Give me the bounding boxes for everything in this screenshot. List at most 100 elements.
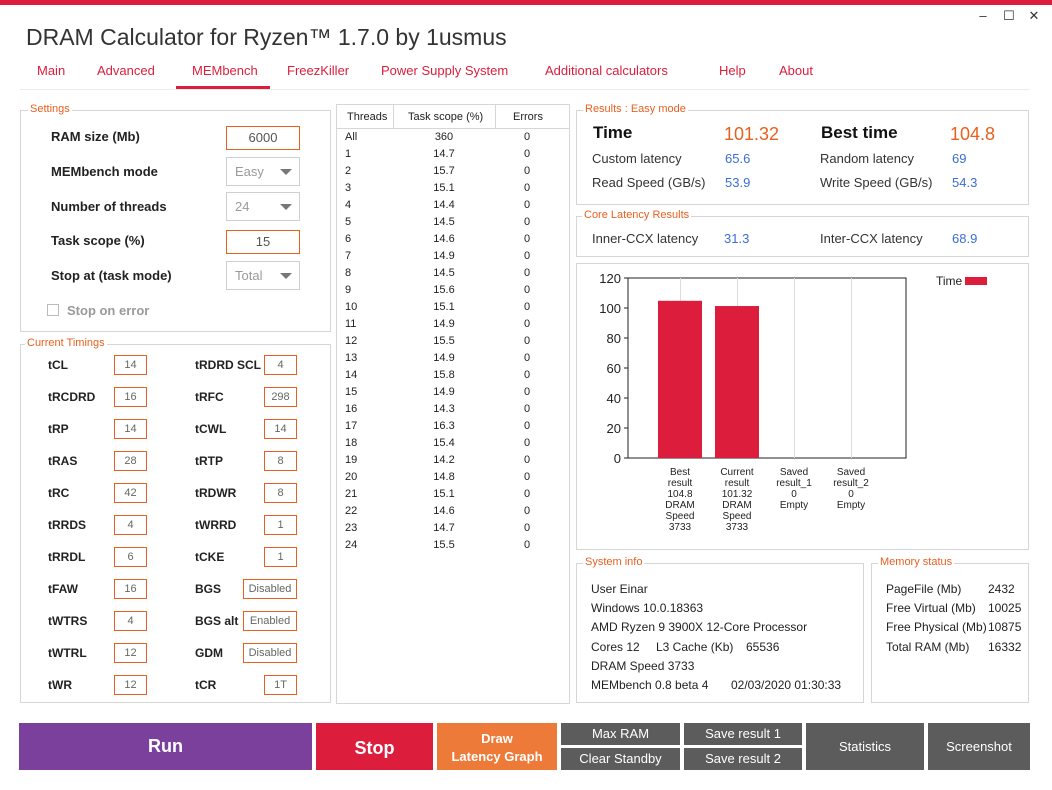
threads-label: Number of threads bbox=[51, 199, 167, 214]
thread-cell: 7 bbox=[345, 250, 352, 262]
table-row: 2 15.7 0 bbox=[337, 163, 569, 180]
scope-cell: 15.5 bbox=[433, 335, 455, 347]
timings-group-label: Current Timings bbox=[25, 337, 107, 349]
threads-table bbox=[336, 104, 570, 704]
memory-pagefile-value: 2432 bbox=[988, 582, 1015, 596]
errors-cell: 0 bbox=[523, 454, 531, 466]
tab-help[interactable]: Help bbox=[719, 63, 746, 78]
errors-cell: 0 bbox=[523, 505, 531, 517]
errors-cell: 0 bbox=[523, 301, 531, 313]
thread-cell: 23 bbox=[345, 522, 358, 534]
table-row: 5 14.5 0 bbox=[337, 214, 569, 231]
legend-swatch bbox=[965, 277, 987, 285]
task-scope-input[interactable]: 15 bbox=[226, 230, 300, 254]
timing-twrrd-label: tWRRD bbox=[195, 518, 237, 532]
run-button[interactable]: Run bbox=[19, 723, 312, 770]
membench-mode-select[interactable]: Easy bbox=[226, 157, 300, 186]
table-row: 9 15.6 0 bbox=[337, 282, 569, 299]
tab-main[interactable]: Main bbox=[37, 63, 66, 78]
x-category-label: Saved bbox=[780, 467, 808, 478]
screenshot-button[interactable]: Screenshot bbox=[928, 723, 1030, 770]
maximize-icon[interactable]: ☐ bbox=[1003, 8, 1015, 23]
thread-cell: 10 bbox=[345, 301, 358, 313]
header-underline bbox=[336, 128, 570, 129]
header-errors: Errors bbox=[513, 111, 543, 123]
tab-freezkiller[interactable]: FreezKiller bbox=[287, 63, 350, 78]
timing-tcr-label: tCR bbox=[195, 678, 217, 692]
tab-additional-calculators[interactable]: Additional calculators bbox=[545, 63, 668, 78]
scope-cell: 14.5 bbox=[433, 267, 455, 279]
scope-cell: 14.5 bbox=[433, 216, 455, 228]
stop-at-select[interactable]: Total bbox=[226, 261, 300, 290]
max-ram-button[interactable]: Max RAM bbox=[561, 723, 680, 745]
close-icon[interactable]: ✕ bbox=[1028, 8, 1040, 23]
x-category-label: Best bbox=[670, 467, 690, 478]
save-result-1-button[interactable]: Save result 1 bbox=[684, 723, 802, 745]
scope-cell: 14.4 bbox=[433, 199, 455, 211]
inter-ccx-label: Inter-CCX latency bbox=[820, 231, 923, 246]
system-info-group bbox=[576, 563, 864, 703]
thread-cell: 3 bbox=[345, 182, 352, 194]
threads-select[interactable]: 24 bbox=[226, 192, 300, 221]
custom-latency-label: Custom latency bbox=[592, 151, 682, 166]
errors-cell: 0 bbox=[523, 539, 531, 551]
scope-cell: 15.5 bbox=[433, 539, 455, 551]
thread-cell: 5 bbox=[345, 216, 352, 228]
table-row: 12 15.5 0 bbox=[337, 333, 569, 350]
statistics-button[interactable]: Statistics bbox=[806, 723, 924, 770]
system-datetime: 02/03/2020 01:30:33 bbox=[731, 678, 842, 692]
timing-trc-label: tRC bbox=[48, 486, 70, 500]
table-row: 7 14.9 0 bbox=[337, 248, 569, 265]
errors-cell: 0 bbox=[523, 216, 531, 228]
tab-advanced[interactable]: Advanced bbox=[97, 63, 155, 78]
tab-membench[interactable]: MEMbench bbox=[192, 63, 258, 78]
x-category-label: result bbox=[725, 478, 750, 489]
table-row: 10 15.1 0 bbox=[337, 299, 569, 316]
errors-cell: 0 bbox=[523, 182, 531, 194]
thread-cell: 16 bbox=[345, 403, 358, 415]
errors-cell: 0 bbox=[523, 267, 531, 279]
write-speed-value: 54.3 bbox=[952, 175, 978, 190]
timing-trc-value: 42 bbox=[114, 483, 147, 503]
stop-on-error-checkbox[interactable] bbox=[47, 304, 59, 316]
y-tick-label: 100 bbox=[599, 301, 621, 316]
save-result-2-button[interactable]: Save result 2 bbox=[684, 748, 802, 770]
ram-size-input[interactable]: 6000 bbox=[226, 126, 300, 150]
bar bbox=[658, 300, 702, 458]
chevron-down-icon bbox=[280, 204, 292, 210]
minimize-icon[interactable]: – bbox=[979, 8, 987, 23]
header-task-scope: Task scope (%) bbox=[408, 111, 484, 123]
timing-bgs-value: Disabled bbox=[243, 579, 297, 599]
thread-cell: 12 bbox=[345, 335, 358, 347]
header-divider bbox=[495, 104, 496, 128]
timing-bgs-label: BGS bbox=[195, 582, 222, 596]
custom-latency-value: 65.6 bbox=[725, 151, 751, 166]
errors-cell: 0 bbox=[523, 403, 531, 415]
timing-twtrs-label: tWTRS bbox=[48, 614, 88, 628]
table-row: 15 14.9 0 bbox=[337, 384, 569, 401]
tab-about[interactable]: About bbox=[779, 63, 813, 78]
clear-standby-button[interactable]: Clear Standby bbox=[561, 748, 680, 770]
timing-gdm-value: Disabled bbox=[243, 643, 297, 663]
task-scope-label: Task scope (%) bbox=[51, 233, 145, 248]
timing-trdrd-scl-label: tRDRD SCL bbox=[195, 358, 261, 372]
x-category-label: Current bbox=[720, 467, 754, 478]
membench-mode-value: Easy bbox=[235, 164, 264, 179]
timing-tfaw-value: 16 bbox=[114, 579, 147, 599]
errors-cell: 0 bbox=[523, 471, 531, 483]
stop-at-label: Stop at (task mode) bbox=[51, 268, 172, 283]
timing-trfc-value: 298 bbox=[264, 387, 297, 407]
app-title: DRAM Calculator for Ryzen™ 1.7.0 by 1usm… bbox=[26, 24, 507, 50]
tab-power-supply-system[interactable]: Power Supply System bbox=[381, 63, 509, 78]
scope-cell: 14.8 bbox=[433, 471, 455, 483]
draw-latency-graph-line2: Latency Graph bbox=[451, 749, 543, 764]
table-row: 17 16.3 0 bbox=[337, 418, 569, 435]
stop-button[interactable]: Stop bbox=[316, 723, 433, 770]
settings-group-label: Settings bbox=[28, 103, 72, 115]
timing-tcr-value: 1T bbox=[264, 675, 297, 695]
draw-latency-graph-button[interactable]: Draw Latency Graph bbox=[437, 723, 557, 770]
scope-cell: 15.8 bbox=[433, 369, 455, 381]
thread-cell: 18 bbox=[345, 437, 358, 449]
table-row: 4 14.4 0 bbox=[337, 197, 569, 214]
x-category-label: Speed bbox=[723, 511, 752, 522]
